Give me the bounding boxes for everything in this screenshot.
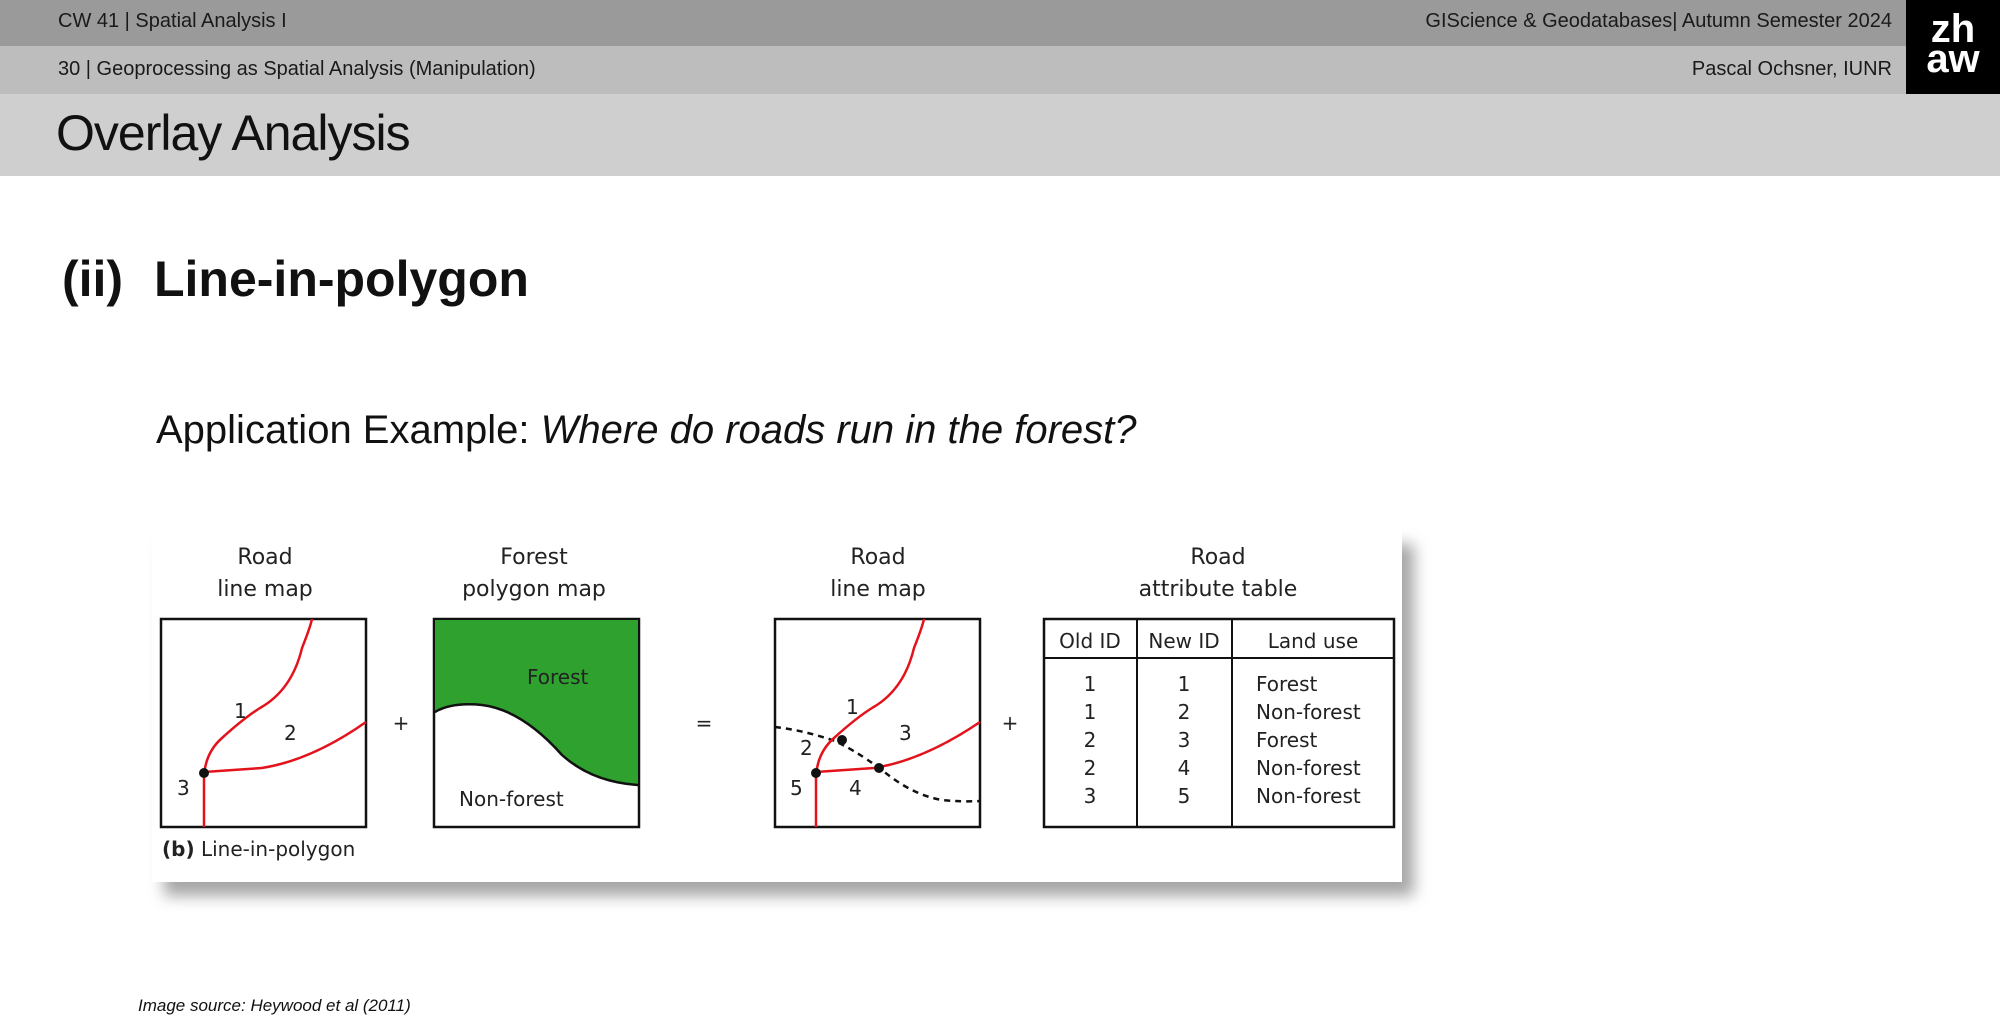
forest-boundary <box>434 703 639 787</box>
table-cell: Non-forest <box>1256 700 1361 724</box>
line-in-polygon-figure: Road line map Forest polygon map Road li… <box>152 530 1402 882</box>
panel3-result-map: 1 2 3 4 5 <box>773 617 982 829</box>
result-label-2: 2 <box>800 736 813 760</box>
road-junction-node <box>199 768 209 778</box>
table-cell: 2 <box>1084 756 1097 780</box>
panel2-title-line2: polygon map <box>462 577 606 602</box>
table-cell: 1 <box>1084 700 1097 724</box>
forest-label: Forest <box>527 665 589 689</box>
equals-operator: = <box>696 711 713 735</box>
application-question: Application Example: Where do roads run … <box>156 408 1137 453</box>
road-label-2: 2 <box>284 721 297 745</box>
attribute-table: Old ID New ID Land use 1 1 Forest 1 2 No… <box>1042 617 1396 829</box>
road-2 <box>203 720 367 774</box>
nonforest-label: Non-forest <box>459 787 564 811</box>
road-1 <box>202 618 314 827</box>
section-title: Line-in-polygon <box>154 251 529 307</box>
table-cell: 1 <box>1084 672 1097 696</box>
table-header-old-id: Old ID <box>1059 629 1121 653</box>
result-node-boundary-1 <box>837 735 847 745</box>
road-label-3: 3 <box>177 776 190 800</box>
question-prefix: Application Example: <box>156 408 541 452</box>
panel3-title-line1: Road <box>850 545 905 570</box>
table-cell: 3 <box>1084 784 1097 808</box>
header-bar-top <box>0 0 1906 46</box>
slide-title: Overlay Analysis <box>56 105 411 161</box>
figure-svg: Road line map Forest polygon map Road li… <box>159 545 1396 861</box>
figure-caption: (b) Line-in-polygon <box>162 837 355 861</box>
logo-bottom-text: aw <box>1926 37 1980 81</box>
panel2-title-line1: Forest <box>500 545 568 570</box>
table-cell: 1 <box>1178 672 1191 696</box>
road-label-1: 1 <box>234 699 247 723</box>
result-label-3: 3 <box>899 721 912 745</box>
caption-label: (b) <box>162 837 195 861</box>
panel1-title-line2: line map <box>217 577 313 602</box>
result-label-4: 4 <box>849 776 862 800</box>
plus-operator-1: + <box>393 711 410 735</box>
result-label-1: 1 <box>846 695 859 719</box>
table-header-new-id: New ID <box>1148 629 1219 653</box>
course-info: GIScience & Geodatabases| Autumn Semeste… <box>1425 10 1892 32</box>
slide-reference: 30 | Geoprocessing as Spatial Analysis (… <box>58 58 536 80</box>
result-label-5: 5 <box>790 776 803 800</box>
course-week: CW 41 | Spatial Analysis I <box>58 10 287 32</box>
author: Pascal Ochsner, IUNR <box>1691 58 1892 80</box>
image-source: Image source: Heywood et al (2011) <box>138 996 411 1015</box>
zhaw-logo: zh aw <box>1906 0 2000 94</box>
table-header-land-use: Land use <box>1268 629 1359 653</box>
panel4-title-line2: attribute table <box>1139 577 1298 602</box>
section-heading: (ii) Line-in-polygon <box>62 250 529 308</box>
table-cell: Forest <box>1256 728 1318 752</box>
panel4-title-line1: Road <box>1190 545 1245 570</box>
panel1-road-map: 1 2 3 <box>159 617 368 829</box>
table-cell: 4 <box>1178 756 1191 780</box>
table-cell: Non-forest <box>1256 756 1361 780</box>
panel2-forest-map: Forest Non-forest <box>432 617 641 829</box>
table-cell: Non-forest <box>1256 784 1361 808</box>
section-number: (ii) <box>62 251 124 307</box>
logo-top-text: zh <box>1930 7 1976 51</box>
panel1-title-line1: Road <box>237 545 292 570</box>
title-bar <box>0 94 2000 176</box>
result-node-junction <box>811 768 821 778</box>
panel3-title-line2: line map <box>830 577 926 602</box>
table-cell: 3 <box>1178 728 1191 752</box>
table-cell: 5 <box>1178 784 1191 808</box>
result-node-boundary-2 <box>874 763 884 773</box>
header-bar-middle <box>0 46 1906 94</box>
caption-text: Line-in-polygon <box>195 837 356 861</box>
plus-operator-2: + <box>1002 711 1019 735</box>
forest-polygon <box>435 620 638 785</box>
table-cell: 2 <box>1084 728 1097 752</box>
question-italic: Where do roads run in the forest? <box>540 408 1137 452</box>
table-cell: Forest <box>1256 672 1318 696</box>
table-cell: 2 <box>1178 700 1191 724</box>
result-road-1 <box>814 618 926 827</box>
